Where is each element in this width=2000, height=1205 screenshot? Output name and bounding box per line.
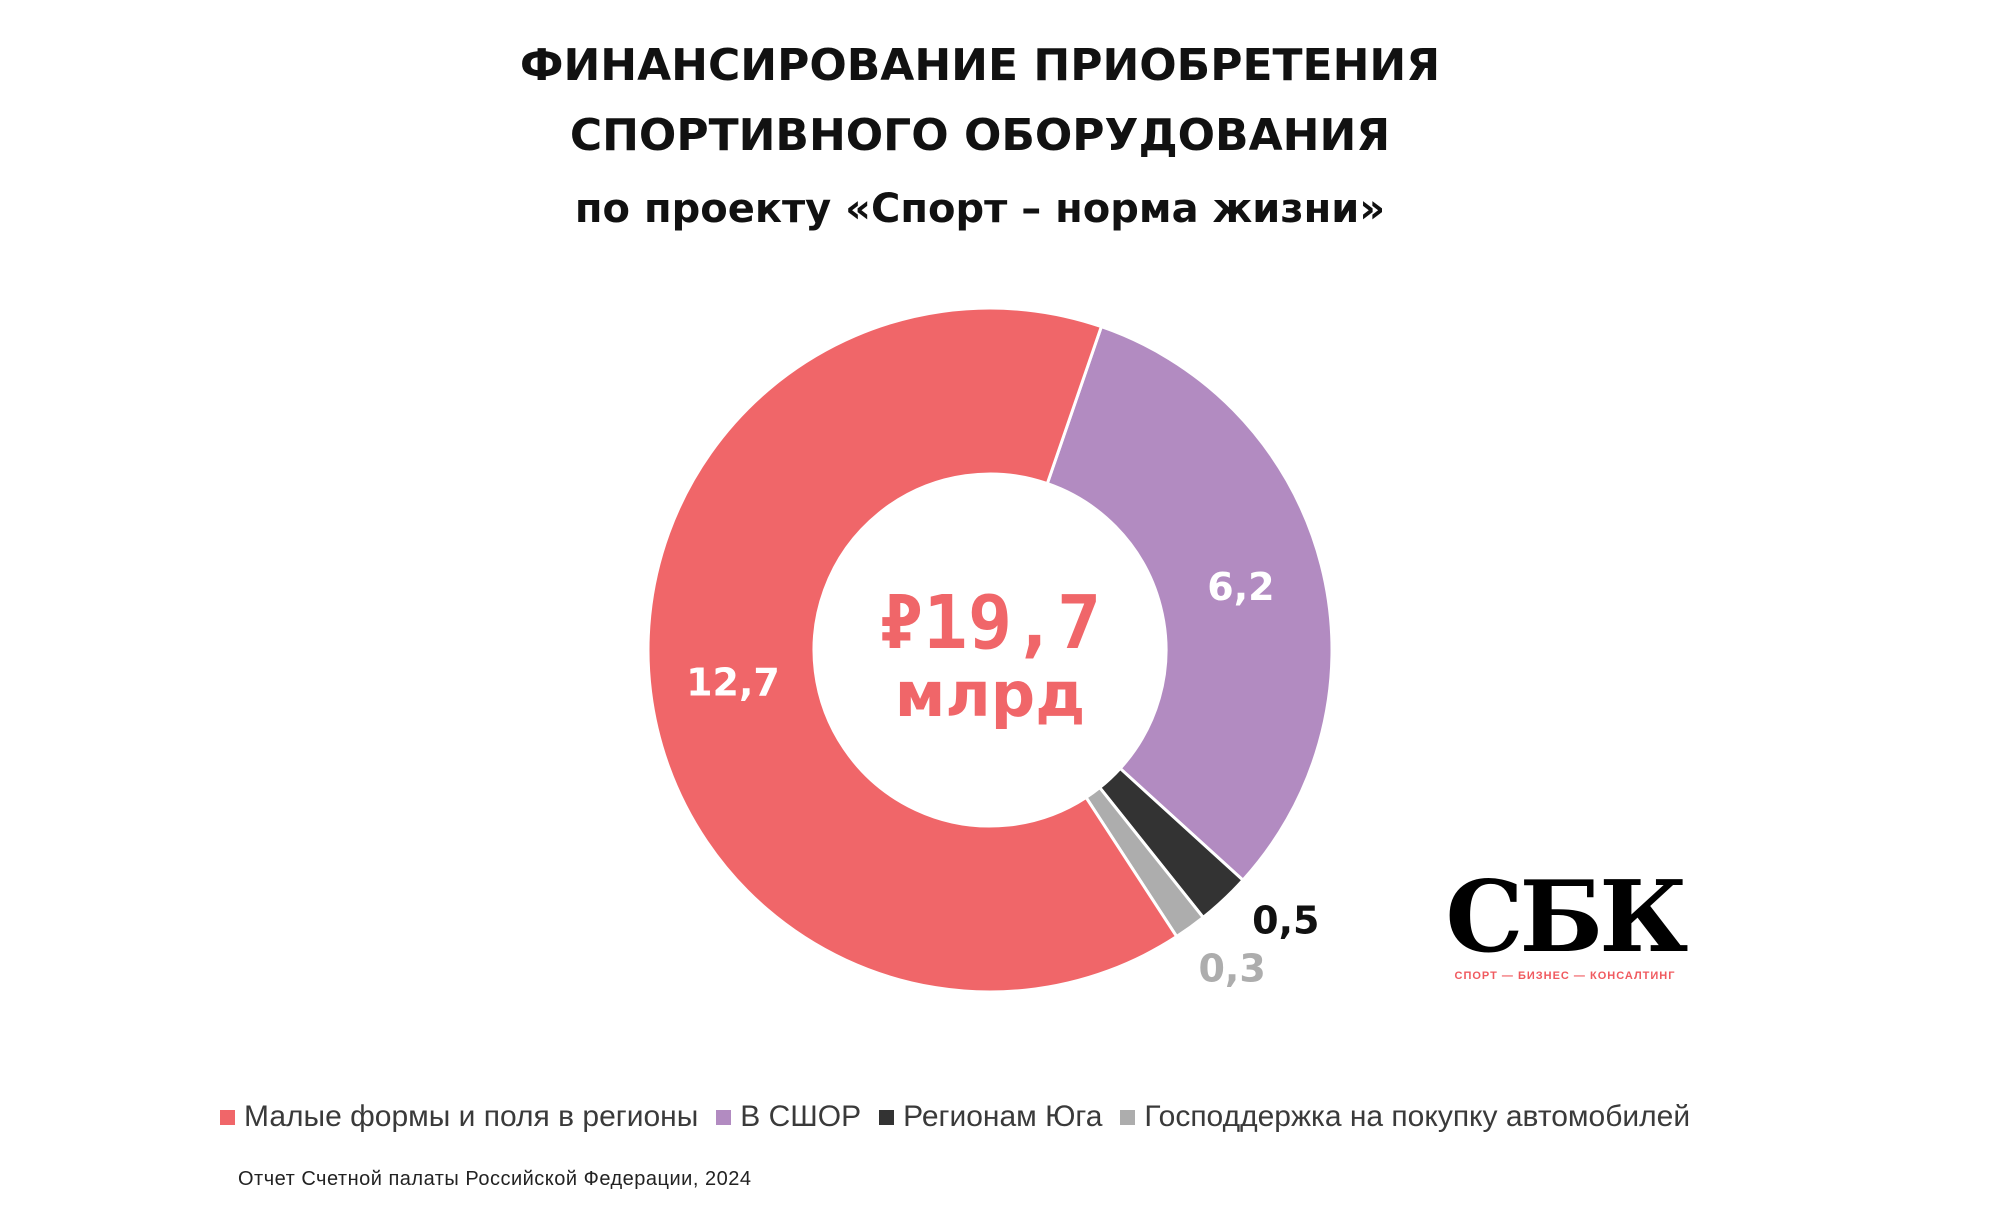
legend-swatch-dark	[879, 1109, 895, 1125]
slice-label-car-support: 0,3	[1198, 946, 1265, 990]
legend-label: Регионам Юга	[903, 1100, 1103, 1133]
logo-subtitle: СПОРТ — БИЗНЕС — КОНСАЛТИНГ	[1454, 970, 1676, 982]
slice-label-south-regions: 0,5	[1252, 899, 1319, 943]
legend-swatch-gray	[1120, 1109, 1136, 1125]
slice-small-forms	[646, 306, 1179, 994]
logo-mark: СБК	[1445, 860, 1689, 975]
donut-slices	[646, 306, 1334, 994]
chart-title-line-2: СПОРТИВНОГО ОБОРУДОВАНИЯ	[569, 110, 1391, 161]
slice-label-small-forms: 12,7	[686, 661, 780, 705]
chart-subtitle: по проекту «Спорт – норма жизни»	[574, 186, 1386, 232]
center-total-value: ₽19,7	[879, 580, 1102, 666]
legend-item-south-regions: Регионам Юга	[879, 1100, 1102, 1134]
sbk-logo: СБК СПОРТ — БИЗНЕС — КОНСАЛТИНГ	[1440, 868, 1690, 988]
slice-label-sshor: 6,2	[1207, 565, 1274, 609]
slice-sshor	[1045, 324, 1334, 883]
legend-swatch-purple	[716, 1109, 732, 1125]
legend-swatch-red	[220, 1109, 235, 1125]
legend-item-sshor: В СШОР	[716, 1100, 861, 1134]
chart-title-line-1: ФИНАНСИРОВАНИЕ ПРИОБРЕТЕНИЯ	[519, 40, 1441, 91]
center-total-unit: млрд	[895, 658, 1086, 731]
legend-label: Господдержка на покупку автомобилей	[1144, 1100, 1691, 1133]
chart-legend: Малые формы и поля в регионы В СШОР Реги…	[220, 1100, 1708, 1134]
source-note: Отчет Счетной палаты Российской Федераци…	[238, 1168, 752, 1190]
donut-chart: 6,2 0,50,3 12,7 ₽19,7 млрд	[646, 306, 1334, 994]
legend-item-car-support: Господдержка на покупку автомобилей	[1120, 1100, 1690, 1134]
legend-item-small-forms: Малые формы и поля в регионы	[220, 1100, 698, 1134]
donut-slice-labels: 6,2 0,50,3 12,7	[686, 565, 1319, 990]
legend-label: В СШОР	[740, 1100, 862, 1133]
legend-label: Малые формы и поля в регионы	[244, 1100, 699, 1133]
